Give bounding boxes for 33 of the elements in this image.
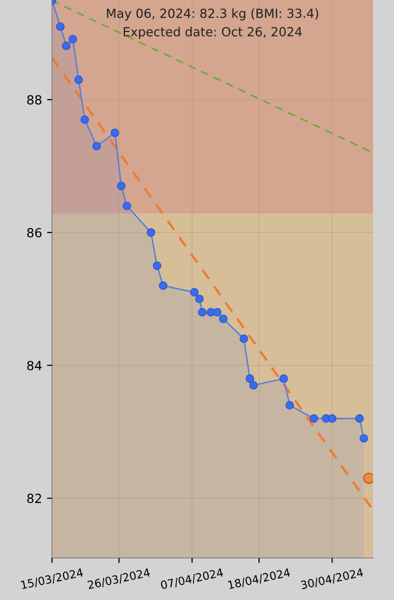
- point: [80, 115, 89, 124]
- point: [219, 314, 228, 324]
- y-tick-label: 84: [27, 360, 42, 370]
- point: [240, 334, 248, 344]
- point: [198, 308, 206, 316]
- point: [355, 414, 364, 423]
- point: [62, 42, 70, 50]
- point: [286, 400, 294, 410]
- point: [152, 261, 162, 270]
- point: [212, 308, 222, 316]
- point: [363, 472, 373, 484]
- y-tick-label: 86: [27, 228, 42, 238]
- point: [158, 281, 168, 290]
- point: [68, 34, 78, 44]
- point: [328, 414, 336, 423]
- annotation: May 06, 2024: 82.3 kg (BMI: 33.4): [107, 8, 318, 20]
- point: [92, 142, 101, 150]
- point: [110, 128, 120, 138]
- point: [56, 22, 65, 31]
- point: [279, 374, 288, 383]
- annotation: Expected date: Oct 26, 2024: [124, 26, 302, 39]
- point: [360, 434, 368, 443]
- point: [249, 381, 258, 390]
- point: [246, 374, 254, 383]
- point: [117, 182, 126, 190]
- y-tick-label: 82: [27, 494, 42, 504]
- point: [190, 288, 199, 297]
- point: [74, 75, 83, 84]
- point: [122, 202, 132, 210]
- point: [195, 294, 204, 304]
- point: [146, 228, 156, 237]
- point: [310, 414, 318, 423]
- y-tick-label: 88: [27, 95, 42, 105]
